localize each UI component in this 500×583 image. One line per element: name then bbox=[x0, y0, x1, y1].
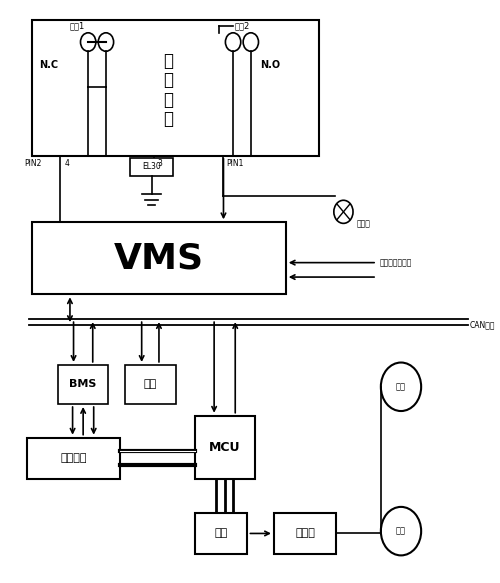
Text: PIN1: PIN1 bbox=[226, 159, 244, 168]
Text: 开关2: 开关2 bbox=[235, 22, 250, 30]
Bar bbox=[58, 365, 108, 404]
Text: 动力电池: 动力电池 bbox=[60, 454, 87, 463]
Bar bbox=[32, 222, 286, 294]
Text: BMS: BMS bbox=[70, 380, 97, 389]
Bar bbox=[194, 512, 248, 554]
Bar bbox=[130, 157, 173, 176]
Text: 车轮: 车轮 bbox=[396, 526, 406, 536]
Text: 关: 关 bbox=[164, 110, 173, 128]
Text: 制动灯: 制动灯 bbox=[357, 219, 370, 228]
Text: 制: 制 bbox=[164, 51, 173, 69]
Text: 4: 4 bbox=[64, 159, 69, 168]
Text: 开: 开 bbox=[164, 91, 173, 109]
Text: 车轮: 车轮 bbox=[396, 382, 406, 391]
Text: PIN2: PIN2 bbox=[24, 159, 42, 168]
Bar bbox=[274, 512, 336, 554]
Bar bbox=[32, 20, 320, 156]
Text: 开关1: 开关1 bbox=[70, 22, 85, 30]
Text: 动: 动 bbox=[164, 71, 173, 89]
Text: 3: 3 bbox=[158, 159, 162, 168]
Text: 电机: 电机 bbox=[214, 528, 228, 539]
Text: 驾驶员其他输入: 驾驶员其他输入 bbox=[380, 258, 412, 267]
Text: VMS: VMS bbox=[114, 241, 204, 275]
Bar bbox=[194, 416, 254, 479]
Text: MCU: MCU bbox=[209, 441, 240, 454]
Bar bbox=[27, 438, 120, 479]
Text: N.C: N.C bbox=[39, 59, 58, 69]
Text: N.O: N.O bbox=[260, 59, 280, 69]
Text: 仪表: 仪表 bbox=[144, 380, 157, 389]
Text: CAN总线: CAN总线 bbox=[469, 321, 494, 329]
Bar bbox=[125, 365, 176, 404]
Text: EL30: EL30 bbox=[142, 162, 161, 171]
Text: 变速器: 变速器 bbox=[295, 528, 315, 539]
